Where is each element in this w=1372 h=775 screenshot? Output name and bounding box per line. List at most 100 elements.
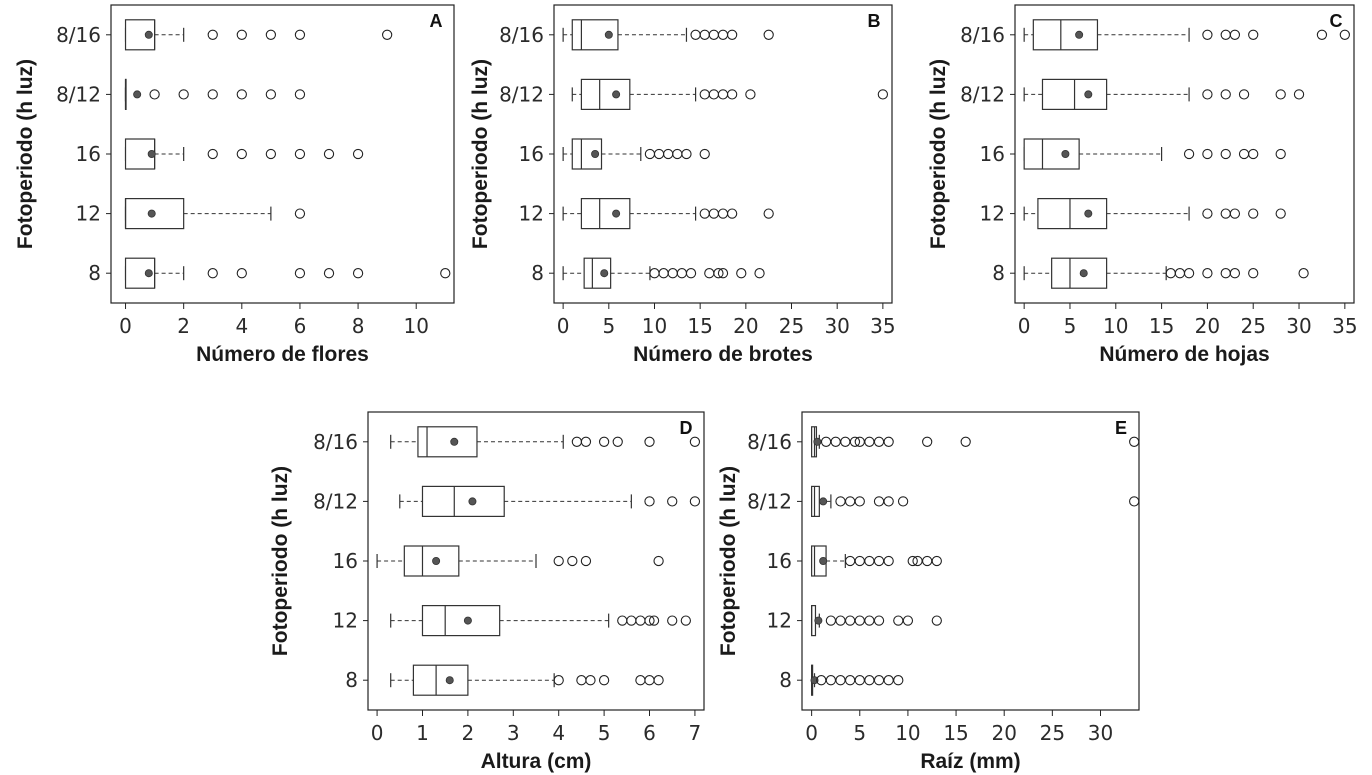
outlier-point bbox=[626, 615, 637, 626]
box-8-16 bbox=[562, 19, 774, 51]
outlier-point bbox=[1229, 268, 1241, 279]
outlier-point bbox=[352, 268, 364, 279]
mean-point bbox=[144, 30, 153, 39]
x-tick-label: 5 bbox=[853, 721, 866, 745]
outlier-point bbox=[236, 268, 247, 279]
outlier-point bbox=[1229, 208, 1241, 219]
outlier-point bbox=[580, 555, 592, 567]
box-iqr bbox=[583, 257, 612, 289]
outlier-point bbox=[553, 555, 564, 567]
x-tick-label: 7 bbox=[689, 721, 702, 745]
x-tick-label: 10 bbox=[403, 314, 428, 338]
outlier-point bbox=[717, 29, 729, 40]
outlier-point bbox=[653, 148, 665, 160]
outlier-point bbox=[835, 496, 846, 507]
outlier-point bbox=[265, 148, 277, 160]
outlier-point bbox=[854, 555, 865, 567]
box-8 bbox=[390, 664, 664, 696]
mean-point bbox=[147, 149, 156, 158]
panel-c: C 8/16 8/12 16 12 8 Fotoperiodo (h luz) 0 5 10 15 2… bbox=[927, 4, 1358, 366]
outlier-point bbox=[667, 268, 678, 279]
outlier-point bbox=[672, 148, 683, 160]
outlier-point bbox=[1165, 268, 1176, 279]
mean-point bbox=[144, 269, 153, 278]
mean-point bbox=[604, 30, 613, 39]
outlier-point bbox=[1183, 268, 1195, 279]
outlier-point bbox=[1248, 208, 1259, 219]
y-tick-label: 16 bbox=[333, 549, 358, 573]
outlier-point bbox=[763, 208, 774, 219]
x-tick-label: 35 bbox=[1332, 314, 1357, 338]
outlier-point bbox=[294, 29, 306, 40]
outlier-point bbox=[294, 268, 306, 279]
x-tick-label: 5 bbox=[598, 721, 611, 745]
outlier-point bbox=[708, 89, 720, 100]
x-tick-label: 20 bbox=[1195, 314, 1220, 338]
y-tick-label: 8/12 bbox=[499, 82, 544, 106]
box-iqr bbox=[580, 198, 631, 230]
panel-letter: E bbox=[1115, 418, 1127, 438]
outlier-point bbox=[883, 675, 894, 686]
outlier-point bbox=[1129, 496, 1140, 507]
outlier-point bbox=[883, 436, 894, 447]
outlier-point bbox=[644, 436, 655, 447]
outlier-point bbox=[236, 29, 247, 40]
plot-frame bbox=[801, 411, 1140, 711]
mean-point bbox=[1079, 269, 1088, 278]
x-tick-label: 2 bbox=[462, 721, 475, 745]
mean-point bbox=[819, 497, 828, 506]
box-12 bbox=[390, 604, 691, 637]
box-8-12 bbox=[399, 485, 701, 517]
y-tick-label: 8/16 bbox=[960, 23, 1005, 47]
box-iqr bbox=[1037, 198, 1108, 230]
box-iqr bbox=[1023, 138, 1080, 170]
outlier-point bbox=[1248, 268, 1259, 279]
box-8-16 bbox=[124, 19, 393, 51]
outlier-point bbox=[663, 148, 674, 160]
x-tick-label: 30 bbox=[824, 314, 849, 338]
box-16 bbox=[1023, 138, 1286, 170]
outlier-point bbox=[931, 555, 942, 567]
box-12 bbox=[562, 198, 774, 230]
outlier-point bbox=[1248, 29, 1259, 40]
panel-b: B 8/16 8/12 16 12 8 Fotoperiodo (h luz) 0 5 10 15 2… bbox=[469, 4, 896, 366]
outlier-point bbox=[635, 615, 646, 626]
y-axis-title: Fotoperiodo (h luz) bbox=[469, 59, 492, 249]
box-iqr bbox=[1051, 257, 1108, 289]
outlier-point bbox=[873, 436, 885, 447]
y-axis-title: Fotoperiodo (h luz) bbox=[927, 59, 950, 249]
outlier-point bbox=[877, 89, 889, 100]
x-tick-label: 5 bbox=[1064, 314, 1077, 338]
outlier-point bbox=[1275, 208, 1286, 219]
x-tick-label: 4 bbox=[552, 721, 565, 745]
outlier-point bbox=[840, 436, 851, 447]
mean-point bbox=[814, 616, 823, 625]
mean-point bbox=[591, 149, 600, 158]
outlier-point bbox=[745, 89, 756, 100]
box-8-12 bbox=[124, 78, 306, 111]
outlier-point bbox=[585, 675, 596, 686]
outlier-point bbox=[1275, 148, 1286, 160]
outlier-point bbox=[612, 436, 623, 447]
outlier-point bbox=[844, 555, 856, 567]
panel-letter: B bbox=[868, 11, 881, 31]
outlier-point bbox=[1220, 148, 1231, 160]
x-tick-label: 3 bbox=[507, 721, 520, 745]
outlier-point bbox=[644, 496, 655, 507]
outlier-point bbox=[265, 29, 277, 40]
outlier-point bbox=[907, 555, 918, 567]
y-tick-label: 12 bbox=[519, 202, 544, 226]
box-8 bbox=[1023, 257, 1309, 289]
mean-point bbox=[819, 557, 828, 566]
box-iqr bbox=[417, 426, 478, 458]
outlier-point bbox=[922, 555, 933, 567]
x-tick-label: 0 bbox=[1018, 314, 1031, 338]
outlier-point bbox=[699, 89, 710, 100]
outlier-point bbox=[676, 268, 688, 279]
box-iqr bbox=[421, 485, 505, 517]
x-tick-label: 6 bbox=[643, 721, 656, 745]
y-tick-label: 16 bbox=[980, 142, 1005, 166]
outlier-point bbox=[617, 615, 628, 626]
x-tick-label: 4 bbox=[235, 314, 248, 338]
outlier-point bbox=[820, 436, 832, 447]
